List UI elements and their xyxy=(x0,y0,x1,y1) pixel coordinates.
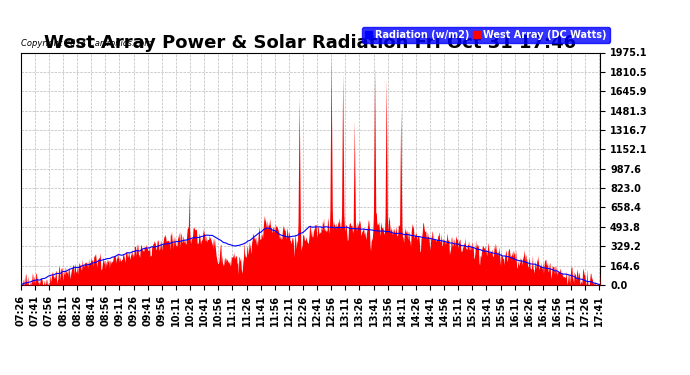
Text: Copyright 2014 Cartronics.com: Copyright 2014 Cartronics.com xyxy=(21,39,152,48)
Title: West Array Power & Solar Radiation Fri Oct 31 17:46: West Array Power & Solar Radiation Fri O… xyxy=(44,34,577,53)
Legend: Radiation (w/m2), West Array (DC Watts): Radiation (w/m2), West Array (DC Watts) xyxy=(362,27,610,43)
